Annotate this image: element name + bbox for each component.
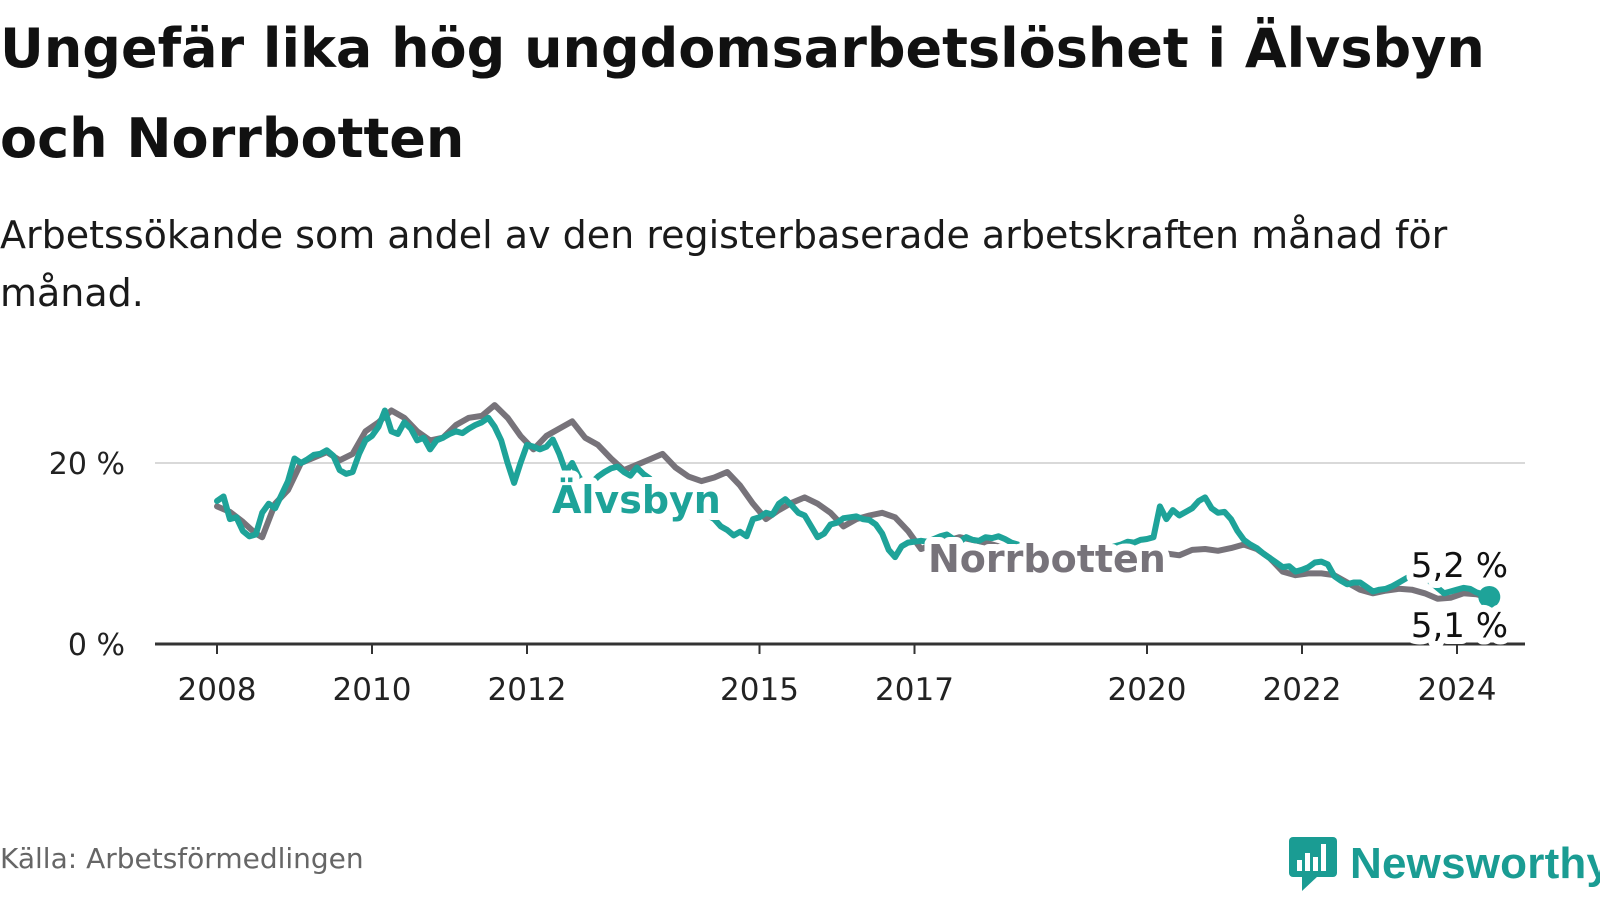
end-value-norrbotten: 5,1 %: [1411, 606, 1508, 646]
x-tick-label: 2022: [1263, 672, 1342, 708]
series-label-norrbotten-halo: Norrbotten: [928, 537, 1166, 581]
end-value-alvsbyn: 5,2 %: [1411, 546, 1508, 586]
x-tick-label: 2020: [1108, 672, 1187, 708]
series-label-alvsbyn: Älvsbyn: [552, 478, 721, 522]
brand-name: Newsworthy: [1350, 839, 1600, 888]
series-lines: [214, 402, 1501, 608]
series-label-norrbotten: Norrbotten: [928, 537, 1166, 581]
series-label-alvsbyn-halo: Älvsbyn: [552, 478, 721, 522]
chart-subtitle: Arbetssökande som andel av den registerb…: [0, 213, 1448, 315]
y-tick-label: 20 %: [49, 447, 125, 482]
x-tick-label: 2012: [488, 672, 567, 708]
brand-logo: Newsworthy: [1288, 836, 1600, 892]
x-tick-label: 2010: [333, 672, 412, 708]
endpoint-marker: [1478, 585, 1501, 608]
x-tick-label: 2017: [875, 672, 954, 708]
x-tick-label: 2024: [1418, 672, 1497, 708]
end-value-alvsbyn-halo: 5,2 %: [1411, 546, 1508, 586]
newsworthy-chart-bubble-icon: [1289, 837, 1337, 891]
x-tick-label: 2008: [178, 672, 257, 708]
y-tick-label: 0 %: [68, 628, 125, 663]
x-axis: 2008 2010 2012 2015 2017 2020 2022 2024: [178, 644, 1497, 708]
end-value-norrbotten-halo: 5,1 %: [1411, 606, 1508, 646]
source-credit: Källa: Arbetsförmedlingen: [0, 842, 364, 875]
chart-title: Ungefär lika hög ungdomsarbetslöshet i Ä…: [0, 17, 1485, 170]
series-line-alvsbyn: [214, 407, 1493, 600]
x-tick-label: 2015: [720, 672, 799, 708]
line-chart: 0 % 20 % 2008 2010 2012 2015 2017 2020 2022 2024…: [49, 402, 1525, 708]
y-axis: 0 % 20 %: [49, 447, 125, 663]
